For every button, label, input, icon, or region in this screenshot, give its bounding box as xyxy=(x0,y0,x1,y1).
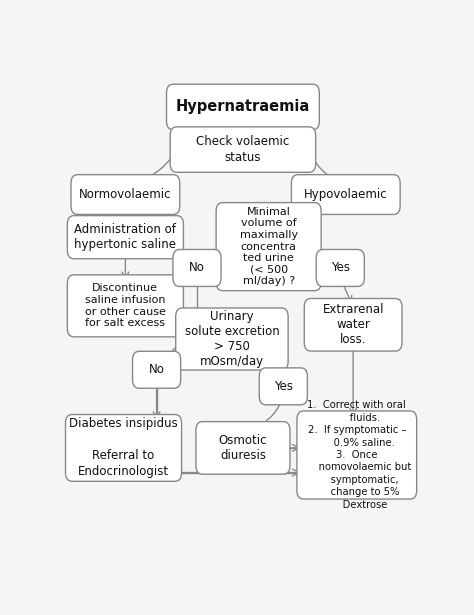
Text: Hypovolaemic: Hypovolaemic xyxy=(304,188,388,201)
FancyBboxPatch shape xyxy=(316,250,365,287)
FancyBboxPatch shape xyxy=(196,422,290,474)
FancyBboxPatch shape xyxy=(304,298,402,351)
Text: Administration of
hypertonic saline: Administration of hypertonic saline xyxy=(74,223,176,251)
Text: Yes: Yes xyxy=(331,261,350,274)
Text: Extrarenal
water
loss.: Extrarenal water loss. xyxy=(322,303,384,346)
FancyBboxPatch shape xyxy=(71,175,180,215)
Text: Normovolaemic: Normovolaemic xyxy=(79,188,172,201)
FancyBboxPatch shape xyxy=(166,84,319,130)
Text: No: No xyxy=(149,363,164,376)
Text: No: No xyxy=(189,261,205,274)
FancyBboxPatch shape xyxy=(170,127,316,172)
FancyBboxPatch shape xyxy=(173,250,221,287)
Text: 1.  Correct with oral
     fluids.
2.  If symptomatic –
     0.9% saline.
3.  On: 1. Correct with oral fluids. 2. If sympt… xyxy=(303,400,411,510)
FancyBboxPatch shape xyxy=(67,216,183,259)
FancyBboxPatch shape xyxy=(297,411,417,499)
Text: Urinary
solute excretion
> 750
mOsm/day: Urinary solute excretion > 750 mOsm/day xyxy=(184,310,279,368)
FancyBboxPatch shape xyxy=(133,351,181,388)
Text: Discontinue
saline infusion
or other cause
for salt excess: Discontinue saline infusion or other cau… xyxy=(85,284,166,328)
FancyBboxPatch shape xyxy=(176,308,288,370)
FancyBboxPatch shape xyxy=(292,175,400,215)
FancyBboxPatch shape xyxy=(216,202,321,291)
FancyBboxPatch shape xyxy=(65,415,182,482)
Text: Osmotic
diuresis: Osmotic diuresis xyxy=(219,434,267,462)
Text: Hypernatraemia: Hypernatraemia xyxy=(176,100,310,114)
FancyBboxPatch shape xyxy=(67,275,183,337)
Text: Minimal
volume of
maximally
concentra
ted urine
(< 500
ml/day) ?: Minimal volume of maximally concentra te… xyxy=(239,207,298,287)
Text: Yes: Yes xyxy=(274,380,293,393)
Text: Check volaemic
status: Check volaemic status xyxy=(196,135,290,164)
Text: Diabetes insipidus

Referral to
Endocrinologist: Diabetes insipidus Referral to Endocrino… xyxy=(69,418,178,478)
FancyBboxPatch shape xyxy=(259,368,308,405)
